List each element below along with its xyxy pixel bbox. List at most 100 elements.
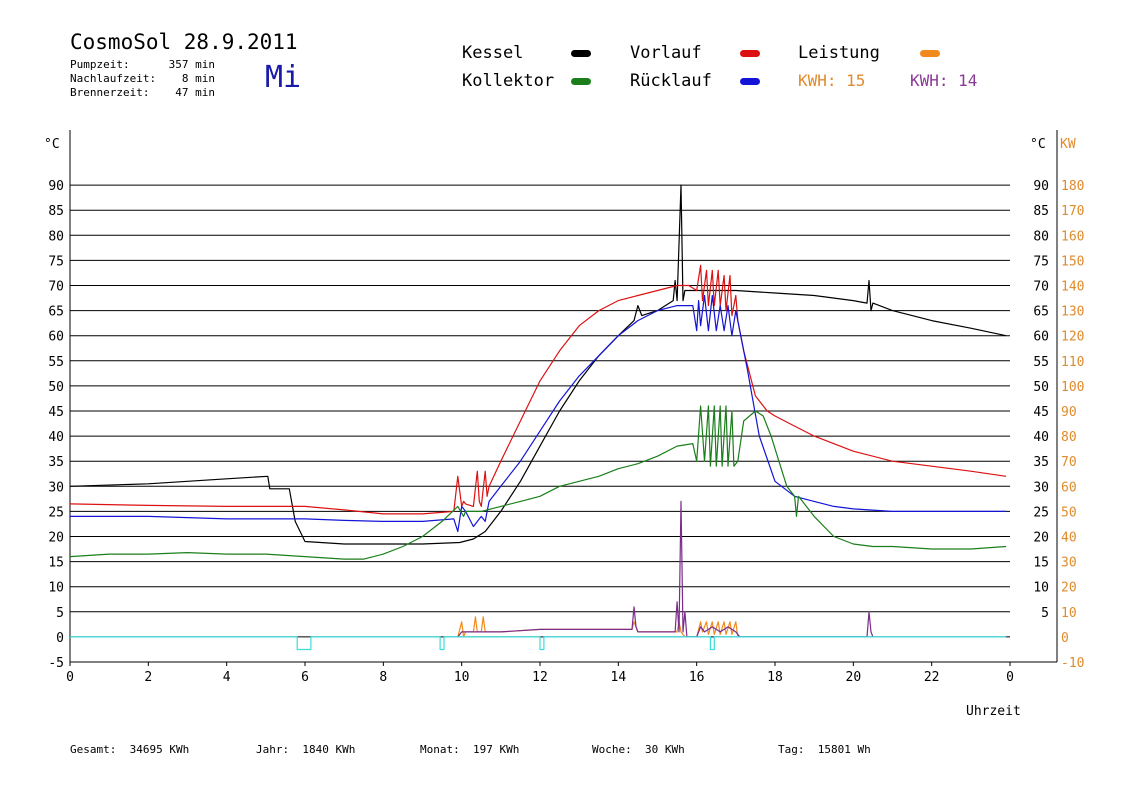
y-tick-label-right-power: 150: [1061, 254, 1084, 269]
legend-label-vorlauf: Vorlauf: [630, 43, 702, 63]
kwh-1-value: 15: [846, 71, 866, 90]
kwh-total-1: KWH: 15: [798, 71, 865, 90]
y-tick-label-left: 65: [48, 305, 64, 320]
y-tick-label-right-temp: 55: [1033, 355, 1049, 370]
y-tick-label-left: 25: [48, 505, 64, 520]
footer-year: Jahr: 1840 KWh: [256, 743, 355, 756]
legend-swatch-ruecklauf: [740, 78, 760, 85]
y-tick-label-left: 70: [48, 280, 64, 295]
y-tick-label-right-power: 180: [1061, 179, 1084, 194]
x-tick-label: 18: [767, 670, 783, 685]
legend-label-leistung: Leistung: [798, 43, 880, 63]
footer-week-label: Woche:: [592, 743, 632, 756]
y-tick-label-right-temp: 45: [1033, 405, 1049, 420]
y-tick-label-right-power: 160: [1061, 229, 1084, 244]
y-tick-label-right-temp: 15: [1033, 556, 1049, 571]
legend-label-ruecklauf: Rücklauf: [630, 71, 712, 91]
y-tick-label-right-power: 0: [1061, 631, 1069, 646]
y-tick-label-right-power: 70: [1061, 455, 1077, 470]
legend-label-kollektor: Kollektor: [462, 71, 555, 91]
footer-month: Monat: 197 KWh: [420, 743, 519, 756]
y-tick-label-right-temp: 70: [1033, 280, 1049, 295]
y-tick-label-right-power: 170: [1061, 204, 1084, 219]
pump-time-label: Pumpzeit:: [70, 58, 130, 71]
series-line-kessel: [69, 184, 1007, 545]
y-tick-label-right-temp: 30: [1033, 480, 1049, 495]
y-tick-label-right-power: 140: [1061, 280, 1084, 295]
y-tick-label-left: 40: [48, 430, 64, 445]
y-tick-label-right-power: 20: [1061, 581, 1077, 596]
y-axis-unit-left: °C: [44, 137, 60, 152]
x-tick-label: 0: [66, 670, 74, 685]
kwh-2-label: KWH:: [910, 71, 949, 90]
y-tick-label-right-temp: 85: [1033, 204, 1049, 219]
y-tick-label-right-power: 120: [1061, 330, 1084, 345]
series-line-kollektor: [69, 405, 1007, 560]
footer-year-value: 1840 KWh: [302, 743, 356, 756]
y-axis-unit-right-temp: °C: [1030, 137, 1046, 152]
y-tick-label-right-power: -10: [1061, 656, 1084, 671]
y-tick-label-right-temp: 5: [1041, 606, 1049, 621]
x-tick-label: 2: [144, 670, 152, 685]
legend-swatch-vorlauf: [740, 50, 760, 57]
kwh-2-value: 14: [958, 71, 978, 90]
pump-time-value: 357 min: [168, 58, 215, 71]
chart-title: CosmoSol 28.9.2011: [70, 30, 298, 54]
kwh-total-2: KWH: 14: [910, 71, 977, 90]
footer-day-value: 15801 Wh: [817, 743, 871, 756]
y-tick-label-left: 50: [48, 380, 64, 395]
legend-label-kessel: Kessel: [462, 43, 524, 63]
weekday-label: Mi: [265, 60, 302, 95]
y-tick-label-right-temp: 25: [1033, 505, 1049, 520]
x-tick-label: 8: [379, 670, 387, 685]
legend-swatch-leistung: [920, 50, 940, 57]
series-line-unlabeled: [457, 500, 874, 638]
x-tick-label: 4: [223, 670, 231, 685]
x-tick-label: 20: [846, 670, 862, 685]
x-tick-label: 0: [1006, 670, 1014, 685]
series-line-vorlauf: [69, 264, 1007, 515]
y-tick-label-right-temp: 50: [1033, 380, 1049, 395]
pump-time-row: Pumpzeit: 357 min: [70, 58, 215, 71]
y-tick-label-right-temp: 65: [1033, 305, 1049, 320]
overrun-time-value: 8 min: [181, 72, 215, 85]
y-tick-label-left: 90: [48, 179, 64, 194]
y-tick-label-right-temp: 60: [1033, 330, 1049, 345]
y-tick-label-right-temp: 40: [1033, 430, 1049, 445]
y-tick-label-left: 55: [48, 355, 64, 370]
legend-swatch-kessel: [571, 50, 591, 57]
overrun-time-label: Nachlaufzeit:: [70, 72, 157, 85]
y-tick-label-right-power: 30: [1061, 556, 1077, 571]
x-tick-label: 6: [301, 670, 309, 685]
y-tick-label-right-temp: 75: [1033, 254, 1049, 269]
footer-week: Woche: 30 KWh: [592, 743, 685, 756]
y-tick-label-right-temp: 20: [1033, 531, 1049, 546]
y-tick-label-left: 5: [56, 606, 64, 621]
y-tick-label-left: 45: [48, 405, 64, 420]
y-tick-label-left: 15: [48, 556, 64, 571]
y-tick-label-left: 35: [48, 455, 64, 470]
y-tick-label-right-temp: 90: [1033, 179, 1049, 194]
footer-year-label: Jahr:: [256, 743, 290, 756]
y-tick-label-right-power: 80: [1061, 430, 1077, 445]
footer-month-value: 197 KWh: [473, 743, 520, 756]
y-tick-label-left: 75: [48, 254, 64, 269]
y-tick-label-right-power: 40: [1061, 531, 1077, 546]
y-tick-label-right-power: 100: [1061, 380, 1084, 395]
x-tick-label: 10: [454, 670, 470, 685]
y-tick-label-right-power: 10: [1061, 606, 1077, 621]
footer-total: Gesamt: 34695 KWh: [70, 743, 189, 756]
overrun-time-row: Nachlaufzeit: 8 min: [70, 72, 215, 85]
y-tick-label-left: 20: [48, 531, 64, 546]
y-tick-label-right-power: 90: [1061, 405, 1077, 420]
y-tick-label-left: 85: [48, 204, 64, 219]
footer-day: Tag: 15801 Wh: [778, 743, 871, 756]
y-tick-label-right-temp: 35: [1033, 455, 1049, 470]
burner-time-value: 47 min: [175, 86, 215, 99]
x-tick-label: 22: [924, 670, 940, 685]
y-tick-label-right-temp: 10: [1033, 581, 1049, 596]
x-axis-label: Uhrzeit: [966, 704, 1021, 719]
series-line-rcklauf: [70, 294, 1007, 533]
y-tick-label-right-power: 110: [1061, 355, 1084, 370]
